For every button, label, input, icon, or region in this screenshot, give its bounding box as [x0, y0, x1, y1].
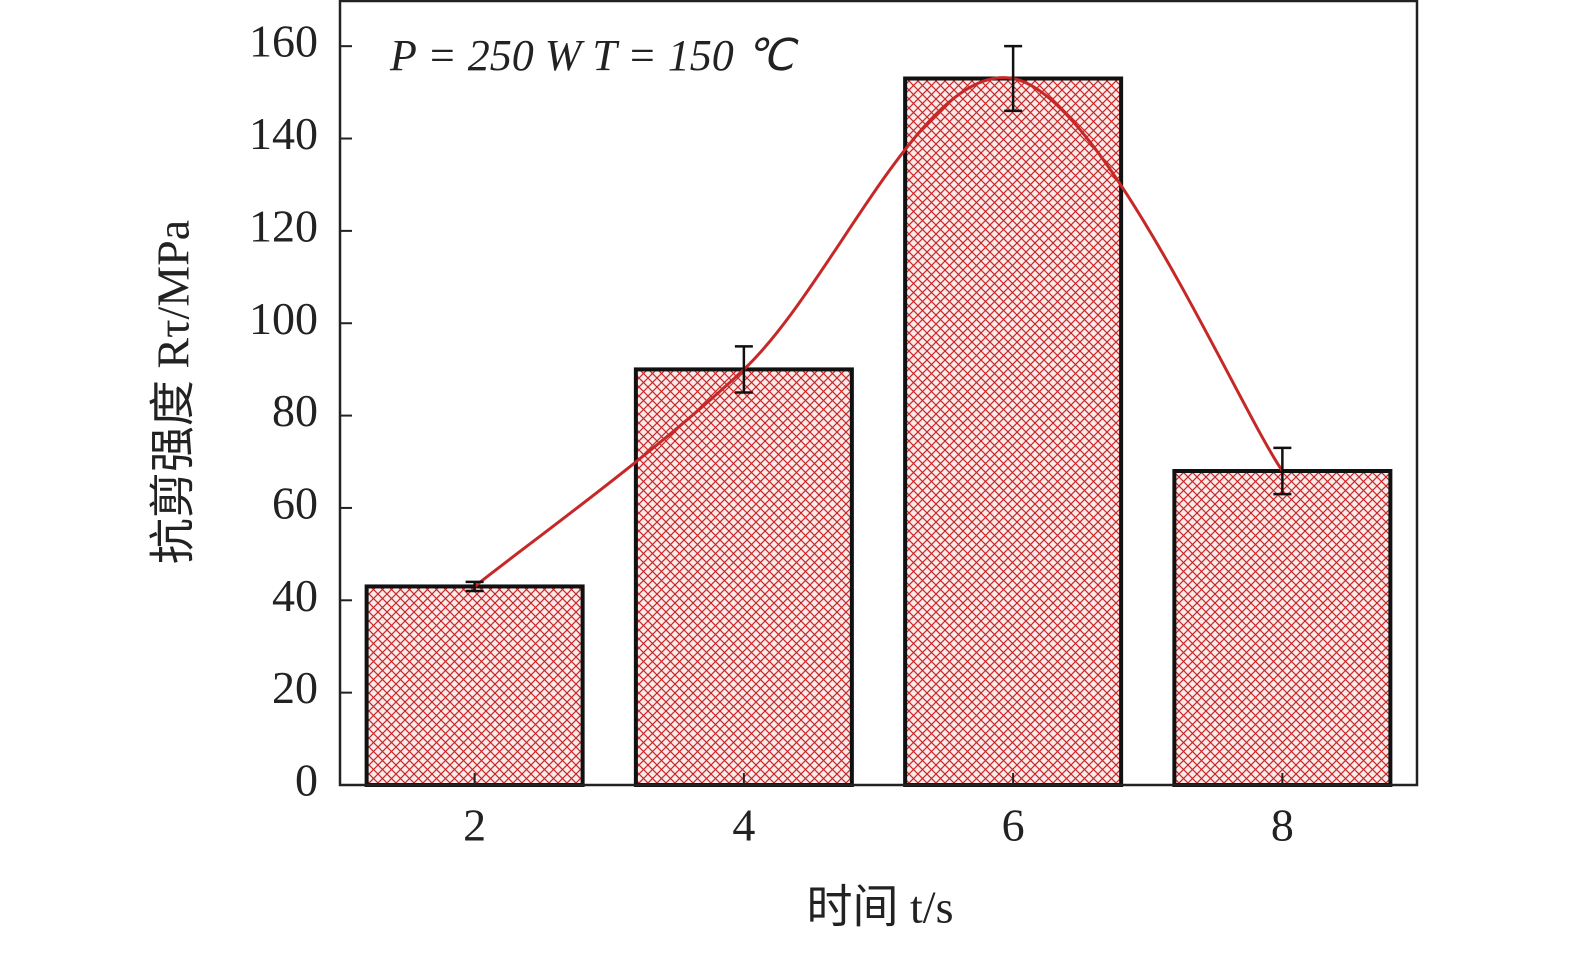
bar [1172, 469, 1393, 787]
plot-frame [338, 0, 1419, 787]
y-tick-label: 0 [295, 755, 318, 806]
y-tick-label: 20 [272, 662, 318, 713]
x-tick-label: 8 [1271, 800, 1294, 851]
bar [903, 76, 1124, 787]
error-bar [465, 580, 484, 593]
y-tick-label: 40 [272, 570, 318, 621]
error-bar [1004, 44, 1023, 113]
trend-line [473, 76, 1284, 588]
x-axis-label: 时间 t/s [807, 882, 954, 933]
x-tick-label: 2 [463, 800, 486, 851]
bar [633, 367, 854, 787]
y-tick-label: 60 [272, 478, 318, 529]
x-tick-label: 6 [1002, 800, 1025, 851]
bar [364, 584, 585, 787]
x-tick-label: 4 [732, 800, 755, 851]
y-tick-label: 100 [249, 293, 318, 344]
y-tick-label: 160 [249, 16, 318, 67]
y-tick-label: 120 [249, 200, 318, 251]
y-tick-label: 80 [272, 385, 318, 436]
annotation: P = 250 W T = 150 ℃ [389, 31, 799, 80]
error-bar [734, 345, 753, 394]
y-axis-label: 抗剪强度 Rτ/MPa [148, 220, 199, 564]
error-bar [1273, 446, 1292, 496]
y-tick-label: 140 [249, 108, 318, 159]
